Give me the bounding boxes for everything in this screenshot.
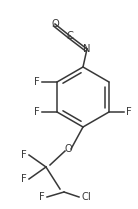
Text: N: N	[83, 44, 91, 54]
Text: F: F	[21, 150, 27, 160]
Text: F: F	[126, 107, 132, 117]
Text: O: O	[64, 144, 72, 154]
Text: F: F	[34, 107, 40, 117]
Text: F: F	[39, 192, 45, 202]
Text: O: O	[51, 19, 59, 29]
Text: F: F	[21, 174, 27, 184]
Text: Cl: Cl	[81, 192, 91, 202]
Text: C: C	[67, 31, 73, 41]
Text: F: F	[34, 77, 40, 87]
